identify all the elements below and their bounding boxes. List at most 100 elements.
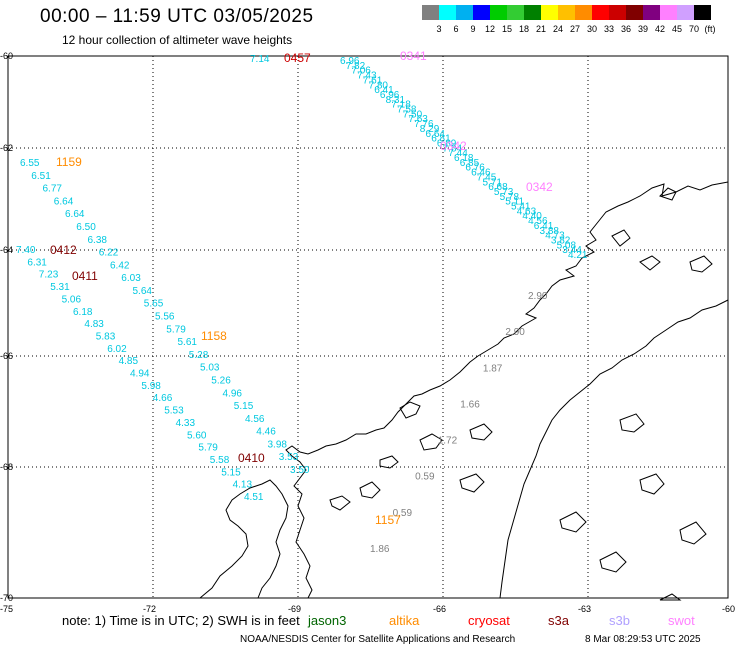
scale-label: 12: [484, 24, 495, 34]
wave-height-tracks: 6.556.516.776.646.646.506.386.226.426.03…: [16, 54, 588, 555]
swh-reading: 4.94: [130, 369, 150, 380]
swh-reading: 3.44: [562, 245, 582, 256]
scale-swatch: [541, 5, 558, 20]
swh-reading: 5.31: [50, 282, 70, 293]
scale-label: 42: [654, 24, 665, 34]
swh-reading: 7.43: [357, 71, 377, 82]
pass-time-label: 0411: [72, 269, 98, 283]
swh-reading: 6.51: [31, 171, 51, 182]
lon-label-66: -66: [433, 604, 446, 614]
pass-time-label: 0457: [284, 51, 311, 65]
swh-reading: 6.64: [426, 129, 446, 140]
map-frame: [7, 55, 729, 599]
swh-reading: 3.82: [551, 236, 571, 247]
swh-reading: 4.33: [176, 418, 196, 429]
swh-reading: 8.31: [386, 95, 406, 106]
swh-reading: 5.41: [511, 202, 531, 213]
swh-reading: 5.53: [164, 406, 184, 417]
swh-reading: 6.64: [54, 196, 74, 207]
swh-reading: 4.83: [84, 319, 104, 330]
swh-reading: 4.13: [233, 480, 253, 491]
scale-label: 9: [470, 24, 476, 34]
swh-reading: 4.56: [528, 216, 548, 227]
swh-reading: 5.08: [557, 240, 577, 251]
scale-label: 27: [569, 24, 580, 34]
swh-reading: 4.85: [119, 356, 139, 367]
swh-reading: 6.31: [27, 257, 47, 268]
swh-reading: 5.56: [155, 312, 175, 323]
swh-reading: 7.50: [403, 109, 423, 120]
swh-reading: 0.59: [393, 508, 413, 519]
scale-swatch: [660, 5, 677, 20]
lon-label-75: -75: [0, 604, 13, 614]
swh-reading: 5.64: [133, 286, 153, 297]
scale-swatch: [524, 5, 541, 20]
swh-reading: 1.87: [483, 363, 503, 374]
swh-reading: 5.83: [96, 331, 116, 342]
scale-swatch: [456, 5, 473, 20]
mission-cryosat: cryosat: [468, 613, 510, 628]
scale-label: 6: [453, 24, 459, 34]
scale-swatch: [473, 5, 490, 20]
swh-reading: 5.98: [141, 381, 161, 392]
graticule: [8, 56, 728, 598]
swh-reading: 5.79: [166, 324, 186, 335]
swh-reading: 4.40: [522, 211, 542, 222]
swh-reading: 7.61: [363, 75, 383, 86]
swh-reading: 6.64: [65, 209, 85, 220]
scale-label: 15: [501, 24, 512, 34]
pass-time-label: 1158: [201, 329, 227, 343]
swh-reading: 2.90: [528, 291, 548, 302]
swh-reading: 3.53: [279, 452, 299, 463]
swh-reading: 7.18: [391, 100, 411, 111]
scale-label: 3: [436, 24, 442, 34]
swh-reading: 5.15: [234, 401, 254, 412]
mission-jason3: jason3: [308, 613, 347, 628]
swh-reading: 6.85: [460, 158, 480, 169]
lon-label-63: -63: [578, 604, 591, 614]
swh-reading: 6.50: [76, 222, 96, 233]
scale-label: 18: [518, 24, 529, 34]
swh-reading: 7.40: [16, 245, 36, 256]
scale-swatch: [558, 5, 575, 20]
scale-swatch: [592, 5, 609, 20]
swh-reading: 5.71: [483, 177, 503, 188]
coastline-alexander-island: [199, 479, 289, 599]
pass-time-label: 0412: [50, 243, 77, 257]
swh-reading: 6.22: [99, 248, 119, 259]
mission-swot: swot: [668, 613, 695, 628]
lat-label-64: -64: [0, 245, 13, 255]
swh-reading: 6.41: [534, 221, 554, 232]
swh-reading: 3.50: [290, 465, 310, 476]
swh-reading: 4.46: [256, 427, 276, 438]
pass-time-label: 0410: [238, 451, 265, 465]
swh-reading: 6.89: [437, 138, 457, 149]
swh-reading: 6.96: [340, 56, 360, 67]
coastline-east: [499, 299, 729, 599]
swh-reading: 6.18: [73, 307, 93, 318]
axis-labels: -60 -62 -64 -66 -68 -70 -75 -72 -69 -66 …: [0, 51, 735, 614]
swh-reading: 7.06: [351, 66, 371, 77]
scale-label: 70: [688, 24, 699, 34]
swh-reading: 1.66: [460, 399, 480, 410]
scale-label: 39: [637, 24, 648, 34]
mission-altika: altika: [389, 613, 420, 628]
swh-reading: 5.79: [198, 443, 218, 454]
pass-time-label: 1157: [375, 513, 401, 527]
footnote: note: 1) Time is in UTC; 2) SWH is in fe…: [62, 613, 300, 628]
swh-reading: 5.15: [221, 467, 241, 478]
pass-time-label: 0342: [440, 139, 467, 153]
swh-reading: 6.02: [107, 344, 127, 355]
lon-label-69: -69: [288, 604, 301, 614]
swh-reading: 3.88: [540, 226, 560, 237]
swh-reading: 4.21: [568, 250, 588, 261]
scale-swatch: [626, 5, 643, 20]
swh-reading: 4.96: [223, 388, 243, 399]
page-subtitle: 12 hour collection of altimeter wave hei…: [62, 33, 293, 47]
swh-reading: 7.44: [448, 148, 468, 159]
scale-label: 24: [552, 24, 563, 34]
swh-reading: 5.28: [189, 350, 209, 361]
scale-label: 45: [671, 24, 682, 34]
mission-s3a: s3a: [548, 613, 569, 628]
